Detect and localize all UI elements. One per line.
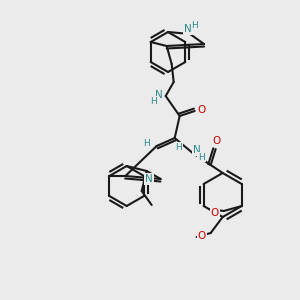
Text: N: N <box>184 24 192 34</box>
Text: O: O <box>198 105 206 115</box>
Text: O: O <box>198 231 206 241</box>
Text: H: H <box>192 20 198 29</box>
Text: O: O <box>211 208 219 218</box>
Text: N: N <box>193 145 201 155</box>
Text: O: O <box>213 136 221 146</box>
Text: H: H <box>175 142 182 152</box>
Text: H: H <box>143 139 150 148</box>
Text: N: N <box>155 90 163 100</box>
Text: H: H <box>198 152 205 161</box>
Text: H: H <box>150 97 157 106</box>
Text: N: N <box>145 174 153 184</box>
